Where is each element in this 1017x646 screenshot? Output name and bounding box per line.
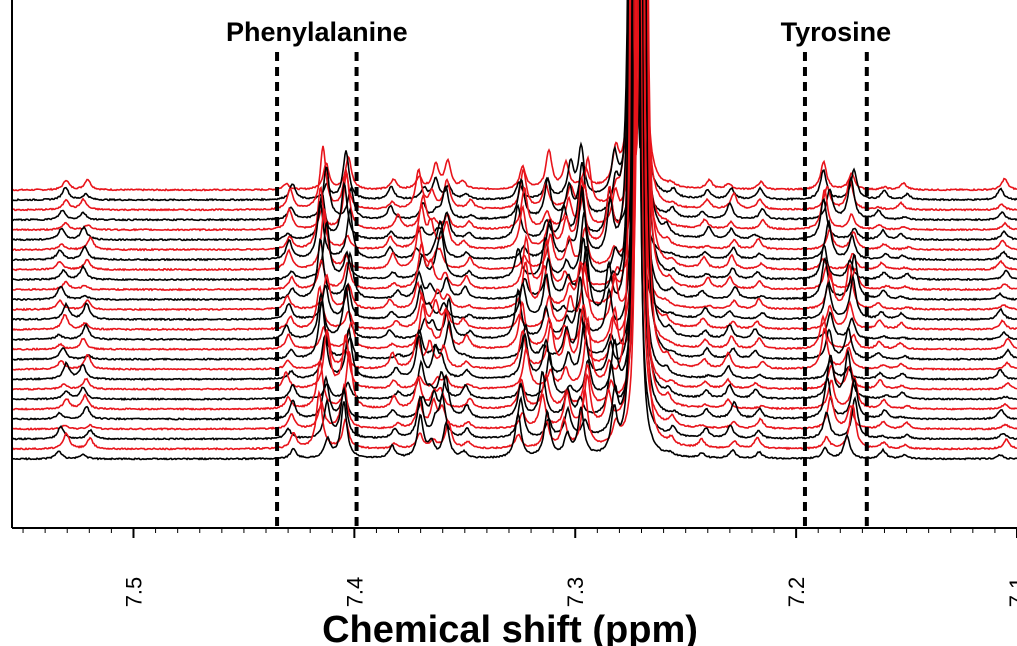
x-tick-label: 7.5	[121, 577, 146, 608]
region-markers: Phenylalanine Tyrosine	[226, 17, 891, 528]
x-tick-label: 7.2	[784, 577, 809, 608]
x-tick-label: 7.1	[1005, 577, 1017, 608]
spectrum-trace	[12, 0, 1017, 262]
spectrum-trace	[12, 0, 1017, 431]
spectrum-trace	[12, 0, 1017, 371]
spectrum-trace	[12, 0, 1017, 421]
spectrum-trace	[12, 0, 1017, 411]
spectrum-trace	[12, 0, 1017, 282]
x-tick-label: 7.3	[563, 577, 588, 608]
spectrum-trace	[12, 0, 1017, 361]
spectrum-trace	[12, 0, 1017, 342]
x-axis-label: Chemical shift (ppm)	[322, 609, 698, 646]
spectrum-trace	[12, 0, 1017, 401]
spectrum-trace	[12, 0, 1017, 381]
spectrum-trace	[12, 0, 1017, 312]
spectrum-trace	[12, 0, 1017, 461]
axes	[11, 0, 1017, 529]
spectrum-trace	[12, 0, 1017, 212]
spectra-traces	[12, 0, 1017, 461]
spectrum-trace	[12, 0, 1017, 451]
region-label: Tyrosine	[781, 17, 892, 47]
spectrum-trace	[12, 0, 1017, 302]
spectrum-trace	[12, 0, 1017, 332]
spectrum-trace	[12, 0, 1017, 222]
spectrum-trace	[12, 0, 1017, 351]
x-ticks: 7.5 7.4 7.3 7.2 7.1	[22, 528, 1017, 608]
spectrum-trace	[12, 0, 1017, 391]
x-tick-label: 7.4	[342, 577, 367, 608]
spectrum-trace	[12, 0, 1017, 242]
region-label: Phenylalanine	[226, 17, 408, 47]
